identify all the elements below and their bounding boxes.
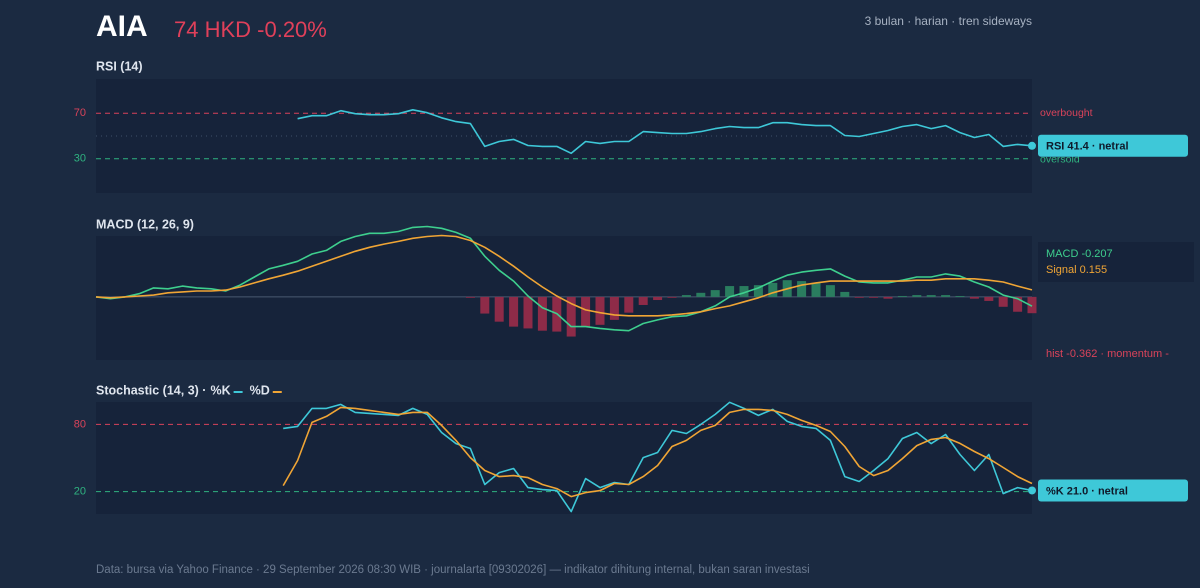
histogram-bar <box>811 282 821 297</box>
panel-title: MACD (12, 26, 9) <box>96 217 194 231</box>
histogram-bar <box>595 296 605 325</box>
histogram-bar <box>480 296 490 314</box>
histogram-bar <box>825 285 835 297</box>
histogram-bar <box>797 281 807 297</box>
histogram-bar <box>883 296 893 299</box>
histogram-bar <box>1027 296 1037 314</box>
last-point <box>1028 486 1036 495</box>
histogram-bar <box>624 296 634 313</box>
last-point <box>1028 141 1036 150</box>
histogram-bar <box>494 296 504 322</box>
y-tick-label: 20 <box>74 486 86 498</box>
series-line <box>297 109 1033 155</box>
histogram-bar <box>609 296 619 320</box>
histogram-bar <box>465 296 475 298</box>
series-line <box>95 234 1033 317</box>
histogram-bar <box>897 295 907 297</box>
y-tick-label: 80 <box>74 418 86 430</box>
histogram-bar <box>509 296 519 327</box>
histogram-bar <box>869 296 879 298</box>
histogram-bar <box>998 296 1008 307</box>
histogram-bar <box>537 296 547 331</box>
subtitle: 3 bulan · harian · tren sideways <box>865 14 1032 28</box>
badge <box>1038 134 1188 157</box>
histogram-bar <box>653 296 663 301</box>
histogram-bar <box>681 295 691 297</box>
ticker: AIA <box>96 10 148 43</box>
panel-title: RSI (14) <box>96 59 143 73</box>
y-tick-label: 70 <box>74 107 86 119</box>
histogram-bar <box>638 296 648 305</box>
histogram-bar <box>912 295 922 297</box>
histogram-bar <box>667 296 677 298</box>
note: hist -0.362 · momentum - <box>1046 348 1169 360</box>
histogram-bar <box>725 286 735 297</box>
histogram-bar <box>941 295 951 297</box>
panel-title: Stochastic (14, 3) · <box>96 383 206 397</box>
histogram-bar <box>566 296 576 337</box>
price: 74 HKD -0.20% <box>174 17 327 42</box>
histogram-bar <box>696 292 706 297</box>
histogram-bar <box>955 295 965 297</box>
badge <box>1038 479 1188 502</box>
reference-label: overbought <box>1040 107 1093 119</box>
readout: MACD -0.207 <box>1046 248 1113 260</box>
legend-label: %D <box>250 383 270 397</box>
histogram-bar <box>854 296 864 298</box>
readout-box <box>1038 242 1194 282</box>
series-line <box>95 225 1033 332</box>
series-line <box>282 406 1033 498</box>
histogram-bar <box>1013 296 1023 312</box>
histogram-bar <box>710 290 720 297</box>
histogram-bar <box>753 285 763 297</box>
legend-label: %K <box>210 383 230 397</box>
histogram-bar <box>768 282 778 297</box>
histogram-bar <box>984 296 994 301</box>
histogram-bar <box>926 295 936 297</box>
histogram-bar <box>840 291 850 297</box>
histogram-bar <box>523 296 533 329</box>
panel-bg <box>96 236 1032 360</box>
footer: Data: bursa via Yahoo Finance · 29 Septe… <box>96 564 810 576</box>
histogram-bar <box>739 286 749 297</box>
panel-bg <box>96 402 1032 514</box>
readout: Signal 0.155 <box>1046 264 1107 276</box>
histogram-bar <box>969 296 979 299</box>
y-tick-label: 30 <box>74 153 86 165</box>
badge-label: RSI 41.4 · netral <box>1046 141 1129 153</box>
badge-label: %K 21.0 · netral <box>1046 485 1128 497</box>
histogram-bar <box>581 296 591 327</box>
series-line <box>283 401 1033 513</box>
